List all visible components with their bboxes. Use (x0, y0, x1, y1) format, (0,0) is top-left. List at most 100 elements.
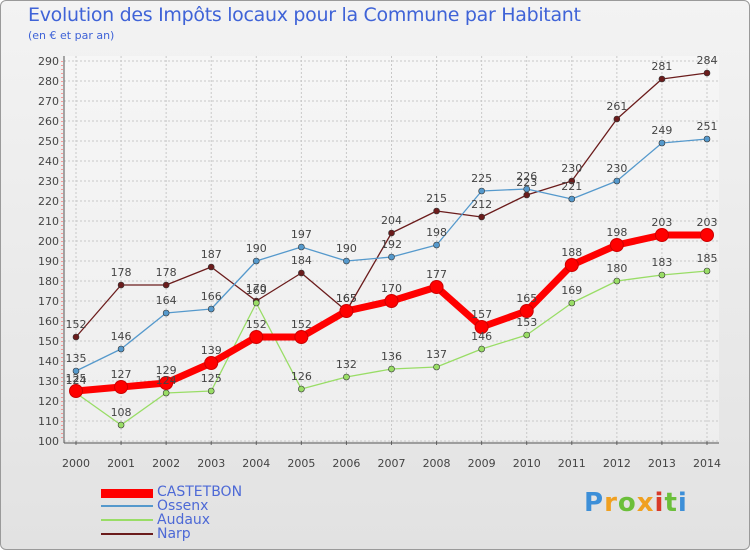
logo-letter: i (654, 488, 665, 518)
data-point-audaux (613, 277, 621, 285)
data-label-castetbon: 203 (651, 216, 672, 229)
data-label-ossenx: 166 (201, 290, 222, 303)
data-point-castetbon (294, 330, 309, 344)
logo-letter: r (604, 488, 618, 518)
data-label-audaux: 124 (156, 374, 177, 387)
data-point-narp (298, 269, 305, 277)
data-label-ossenx: 249 (651, 124, 672, 137)
y-tick-label: 230 (38, 175, 59, 188)
data-label-audaux: 137 (426, 348, 447, 361)
data-point-ossenx (523, 185, 531, 193)
data-label-audaux: 136 (381, 350, 402, 363)
data-point-ossenx (162, 309, 170, 317)
data-label-audaux: 169 (246, 284, 267, 297)
data-labels: 152 178 178 187 170 184 165 204 215 212 223 230 261 2… (66, 54, 718, 419)
legend-label-castetbon: CASTETBON (157, 484, 243, 500)
data-label-narp: 204 (381, 214, 402, 227)
y-tick-label: 190 (38, 255, 59, 268)
x-tick-label: 2009 (468, 457, 496, 470)
data-label-ossenx: 221 (561, 180, 582, 193)
data-label-audaux: 124 (66, 374, 87, 387)
data-point-narp (703, 69, 711, 77)
data-label-ossenx: 251 (697, 120, 718, 133)
y-tick-label: 280 (38, 75, 59, 88)
y-tick-label: 130 (38, 375, 59, 388)
data-label-ossenx: 226 (516, 170, 537, 183)
data-label-ossenx: 190 (246, 242, 267, 255)
y-tick-label: 220 (38, 195, 59, 208)
data-point-castetbon (384, 294, 399, 308)
data-point-ossenx (478, 187, 485, 195)
y-tick-label: 240 (38, 155, 59, 168)
data-point-narp (433, 207, 440, 215)
data-label-narp: 284 (697, 54, 718, 67)
data-point-castetbon (609, 238, 624, 252)
x-tick-label: 2004 (242, 457, 270, 470)
x-tick-label: 2000 (62, 457, 90, 470)
data-point-narp (658, 75, 666, 83)
data-label-audaux: 132 (336, 358, 357, 371)
data-label-castetbon: 203 (697, 216, 718, 229)
data-point-narp (72, 333, 80, 341)
data-point-castetbon (339, 304, 354, 318)
data-point-audaux (343, 373, 350, 381)
data-point-narp (568, 177, 576, 185)
data-point-audaux (433, 363, 440, 371)
data-point-narp (207, 263, 215, 271)
data-label-ossenx: 198 (426, 226, 447, 239)
data-point-audaux (298, 385, 305, 393)
x-tick-label: 2013 (648, 457, 676, 470)
data-point-audaux (388, 365, 395, 373)
data-label-castetbon: 152 (246, 318, 267, 331)
data-point-ossenx (568, 195, 576, 203)
data-point-audaux (703, 267, 711, 275)
data-point-audaux (658, 271, 666, 279)
data-label-ossenx: 164 (156, 294, 177, 307)
x-tick-label: 2014 (693, 457, 721, 470)
chart-subtitle: (en € et par an) (28, 29, 115, 42)
data-point-ossenx (298, 243, 305, 251)
x-tick-label: 2007 (378, 457, 406, 470)
data-label-castetbon: 139 (201, 344, 222, 357)
y-tick-label: 270 (38, 95, 59, 108)
data-point-ossenx (388, 253, 395, 261)
data-point-castetbon (429, 280, 444, 294)
data-label-audaux: 183 (651, 256, 672, 269)
data-label-audaux: 180 (606, 262, 627, 275)
logo-letter: i (677, 488, 688, 518)
y-tick-label: 200 (38, 235, 59, 248)
data-label-ossenx: 190 (336, 242, 357, 255)
data-point-ossenx (117, 345, 125, 353)
data-label-castetbon: 152 (291, 318, 312, 331)
logo-letter: t (664, 488, 678, 518)
y-tick-label: 260 (38, 115, 59, 128)
data-label-ossenx: 230 (606, 162, 627, 175)
data-label-narp: 184 (291, 254, 312, 267)
chart-title: Evolution des Impôts locaux pour la Comm… (28, 4, 581, 26)
data-point-narp (523, 191, 531, 199)
x-tick-label: 2010 (513, 457, 541, 470)
data-point-castetbon (474, 320, 489, 334)
proxiti-logo: Proxiti (584, 488, 688, 518)
data-label-narp: 261 (606, 100, 627, 113)
data-point-ossenx (72, 367, 80, 375)
data-point-audaux (478, 345, 485, 353)
data-label-narp: 165 (336, 292, 357, 305)
legend-swatch-audaux (101, 519, 153, 521)
data-point-castetbon (654, 228, 669, 242)
data-label-audaux: 125 (201, 372, 222, 385)
data-label-castetbon: 177 (426, 268, 447, 281)
x-tick-label: 2003 (197, 457, 225, 470)
data-point-ossenx (252, 257, 260, 265)
data-point-castetbon (249, 330, 264, 344)
data-label-ossenx: 192 (381, 238, 402, 251)
legend-swatch-narp (101, 533, 153, 535)
legend-swatch-castetbon (101, 489, 153, 498)
data-label-narp: 178 (156, 266, 177, 279)
logo-letter: P (584, 488, 605, 518)
data-point-castetbon (564, 258, 579, 272)
x-tick-label: 2002 (152, 457, 180, 470)
data-point-audaux (252, 299, 260, 307)
